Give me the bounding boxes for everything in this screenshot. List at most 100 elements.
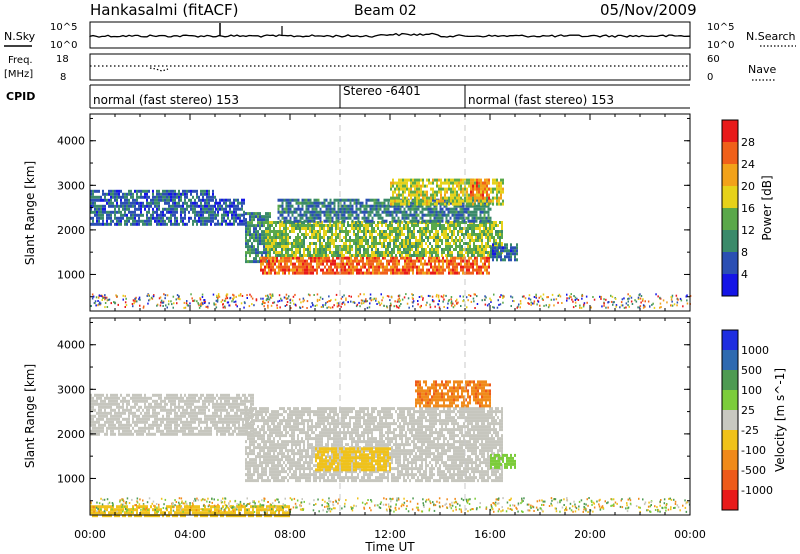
heatmap-cell [459,242,461,245]
heatmap-cell [152,192,154,196]
heatmap-cell [351,207,354,211]
freq-label-line1: Freq. [8,55,33,66]
heatmap-cell [498,202,500,206]
heatmap-cell [126,201,128,205]
heatmap-cell [381,242,383,245]
heatmap-cell [439,216,442,220]
heatmap-cell [265,242,267,245]
heatmap-cell [188,411,190,415]
heatmap-cell [227,213,229,217]
heatmap-cell [126,222,128,226]
heatmap-cell [265,236,267,240]
heatmap-cell [176,195,178,199]
heatmap-cell [94,300,97,303]
heatmap-cell [350,295,352,298]
heatmap-cell [440,184,442,188]
heatmap-cell [327,204,330,208]
heatmap-cell [465,207,468,211]
heatmap-cell [417,300,419,302]
heatmap-cell [402,202,404,206]
heatmap-cell [410,178,412,182]
heatmap-cell [146,198,148,202]
heatmap-cell [401,239,403,242]
heatmap-cell [371,230,373,233]
heatmap-cell [114,414,116,418]
heatmap-cell [104,402,106,406]
heatmap-cell [458,256,460,260]
heatmap-cell [404,178,406,182]
heatmap-cell [327,230,329,233]
heatmap-cell [341,204,344,208]
heatmap-cell [132,210,134,214]
heatmap-cell [330,259,332,263]
heatmap-cell [354,268,356,272]
heatmap-cell [182,408,184,412]
heatmap-cell [347,207,350,211]
heatmap-cell [467,219,470,223]
heatmap-cell [402,178,404,182]
heatmap-cell [387,233,389,236]
heatmap-cell [156,198,158,202]
heatmap-cell [172,207,174,211]
heatmap-cell [112,426,114,430]
heatmap-cell [467,204,470,208]
heatmap-cell [487,227,489,230]
heatmap-cell [308,256,310,260]
heatmap-cell [320,262,322,266]
heatmap-cell [162,414,164,418]
heatmap-cell [403,233,405,236]
heatmap-cell [300,268,302,272]
heatmap-cell [325,207,328,211]
heatmap-cell [100,210,102,214]
heatmap-cell [500,181,502,185]
heatmap-cell [450,302,453,305]
heatmap-cell [383,201,386,205]
heatmap-cell [255,230,257,234]
heatmap-cell [186,405,188,409]
heatmap-cell [348,265,350,269]
heatmap-cell [510,258,512,262]
heatmap-cell [469,251,471,254]
heatmap-cell [311,216,314,220]
heatmap-cell [216,300,219,303]
heatmap-cell [387,254,389,257]
heatmap-cell [541,297,544,300]
heatmap-cell [436,293,438,296]
heatmap-cell [223,207,225,211]
heatmap-cell [369,204,372,208]
heatmap-cell [250,295,253,298]
heatmap-cell [365,210,368,214]
heatmap-cell [420,184,422,188]
heatmap-cell [459,207,462,211]
heatmap-cell [291,213,294,217]
heatmap-cell [251,260,253,264]
heatmap-cell [325,248,327,251]
heatmap-cell [481,236,483,239]
heatmap-cell [218,295,221,298]
heatmap-cell [356,265,358,269]
heatmap-cell [508,258,510,262]
heatmap-cell [363,210,366,214]
heatmap-cell [462,259,464,263]
heatmap-cell [309,213,312,217]
heatmap-cell [229,219,231,223]
heatmap-cell [133,302,135,305]
heatmap-cell [478,193,480,197]
heatmap-cell [144,417,146,421]
heatmap-cell [283,242,285,245]
heatmap-cell [194,219,196,223]
heatmap-cell [428,196,430,200]
heatmap-cell [208,189,210,193]
heatmap-cell [186,304,189,307]
heatmap-cell [420,178,422,182]
heatmap-cell [289,301,292,304]
heatmap-cell [350,271,352,275]
heatmap-cell [197,303,200,306]
heatmap-cell [425,254,427,257]
heatmap-cell [90,408,92,412]
heatmap-cell [325,219,328,223]
heatmap-cell [174,189,176,193]
heatmap-cell [142,219,144,223]
heatmap-cell [640,301,642,304]
heatmap-cell [235,207,237,211]
